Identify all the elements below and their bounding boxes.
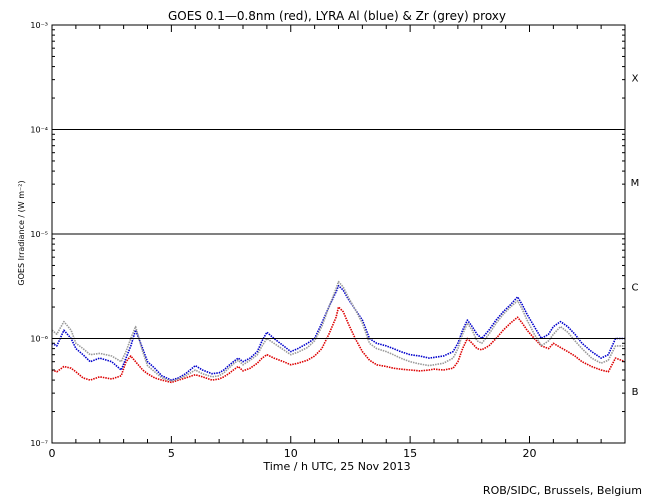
x-tick-label: 10 (284, 447, 298, 460)
y-tick-label: 10⁻⁶ (30, 335, 48, 344)
flare-class-lines (52, 129, 625, 339)
y-axis-label: GOES Irradiance / (W m⁻²) (17, 180, 26, 285)
series-line-2 (51, 280, 625, 383)
flare-class-label: M (631, 178, 640, 189)
series-layer (51, 280, 626, 384)
flare-class-label: C (632, 282, 639, 293)
y-tick-label: 10⁻³ (30, 21, 48, 30)
y-tick-label: 10⁻⁵ (30, 230, 48, 239)
chart-title: GOES 0.1—0.8nm (red), LYRA Al (blue) & Z… (168, 9, 506, 23)
flare-class-label: B (632, 387, 639, 398)
series-line-1 (51, 284, 625, 381)
x-axis: 0 5 10 15 20 (49, 25, 626, 460)
y-tick-label: 10⁻⁷ (30, 439, 48, 448)
x-tick-label: 20 (523, 447, 537, 460)
x-tick-label: 0 (49, 447, 56, 460)
y-axis: 10⁻⁷ 10⁻⁶ 10⁻⁵ 10⁻⁴ 10⁻³ (30, 21, 625, 448)
flare-class-labels: X M C B (631, 73, 640, 398)
x-tick-label: 5 (168, 447, 175, 460)
flare-class-label: X (632, 73, 639, 84)
footer-credit: ROB/SIDC, Brussels, Belgium (483, 484, 642, 497)
series-line-0 (51, 306, 626, 384)
x-tick-label: 15 (403, 447, 417, 460)
x-axis-label: Time / h UTC, 25 Nov 2013 (262, 460, 410, 473)
y-tick-label: 10⁻⁴ (30, 126, 48, 135)
